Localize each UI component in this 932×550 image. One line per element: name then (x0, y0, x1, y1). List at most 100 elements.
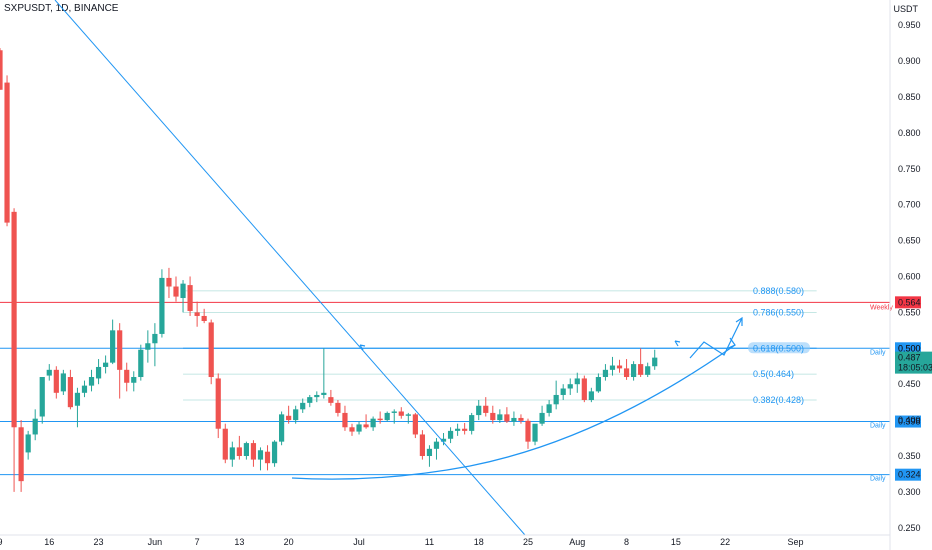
level-tag-0.324: Daily (870, 476, 886, 483)
candle-body (11, 211, 17, 428)
x-tick-label: 20 (284, 537, 294, 547)
candle-body (433, 441, 440, 449)
level-tag-0.398: Daily (870, 423, 886, 430)
candle-body (469, 415, 475, 431)
candle-body (553, 394, 559, 405)
symbol-title: SXPUSDT, 1D, BINANCE (4, 3, 119, 14)
candle-body (187, 285, 193, 311)
x-tick-label: Aug (569, 537, 585, 547)
x-tick-label: Sep (788, 537, 804, 547)
candle-body (398, 411, 404, 416)
candle-body (152, 333, 158, 344)
candle-body (652, 357, 658, 367)
candle-body (279, 414, 285, 442)
candle-body (462, 428, 468, 431)
candle-body (391, 411, 397, 413)
fib-label-0.5: 0.5(0.464) (753, 369, 794, 379)
candle-body (131, 377, 137, 383)
fib-highlight (748, 342, 810, 354)
level-price-box (895, 342, 921, 355)
level-price-box (895, 415, 921, 428)
candle-body (384, 412, 390, 421)
candle-body (222, 428, 228, 460)
fib-label-0.618: 0.618(0.500) (753, 343, 804, 353)
candle-body (595, 377, 601, 392)
candle-body (419, 434, 425, 457)
candle-body (631, 364, 637, 378)
x-tick-label: 16 (44, 537, 54, 547)
time-axis[interactable]: 9 16 23 Jun 7 13 20 Jul 11 18 25 Aug 8 15 22 Sep (0, 534, 890, 547)
candle-body (250, 443, 257, 460)
candle-body (166, 277, 172, 287)
candlestick-series (0, 48, 658, 492)
candle-body (286, 415, 292, 421)
current-price-value: 0.487 (898, 353, 921, 363)
candle-body (74, 392, 81, 406)
candle-body (159, 277, 165, 334)
candle-body (328, 397, 334, 403)
candle-body (546, 404, 552, 413)
price-axis[interactable]: 0.250 0.300 0.350 0.400 0.450 0.500 0.550 0.600… (889, 0, 932, 550)
x-tick-label: 25 (523, 537, 533, 547)
candle-body (145, 343, 151, 350)
horizontal-levels: Weekly 0.564 Daily 0.500 Daily 0.398 Daily 0.32… (0, 296, 921, 483)
level-price-box (895, 468, 921, 481)
candle-body (532, 423, 538, 442)
candle-body (215, 378, 221, 429)
current-price-countdown: 18:05:03 (898, 363, 932, 373)
candle-body (321, 392, 327, 395)
projection-path (689, 317, 743, 359)
fib-label-0.786: 0.786(0.550) (753, 307, 804, 317)
candle-body (588, 391, 594, 400)
x-tick-label: Jul (353, 537, 365, 547)
candle-body (426, 448, 433, 457)
candle-body (476, 405, 482, 416)
y-tick-label: 0.650 (898, 236, 921, 246)
candle-body (483, 405, 489, 413)
candle-body (271, 441, 278, 464)
fib-label-0.382: 0.382(0.428) (753, 395, 804, 405)
candle-body (412, 414, 418, 435)
level-price-label-0.324: 0.324 (898, 470, 921, 480)
level-price-label-0.398: 0.398 (898, 417, 921, 427)
candle-body (455, 428, 461, 431)
candle-body (581, 378, 587, 400)
candle-body (95, 366, 102, 379)
candle-body (645, 366, 651, 375)
candle-body (46, 369, 52, 376)
y-tick-label: 0.300 (898, 487, 921, 497)
candle-body (53, 369, 59, 393)
candle-body (0, 50, 3, 90)
candle-body (229, 447, 235, 460)
candle-body (609, 365, 616, 370)
candle-body (124, 369, 130, 383)
candle-body (67, 377, 73, 408)
currency-label: USDT (893, 4, 919, 14)
candle-body (497, 414, 503, 421)
candle-body (194, 312, 200, 316)
y-tick-label: 0.700 (898, 200, 921, 210)
candle-body (405, 414, 411, 416)
candle-body (173, 286, 179, 297)
candle-body (81, 385, 88, 393)
fibonacci-retracement: 0.888(0.580) 0.786(0.550) 0.618(0.500) 0.5(… (183, 286, 817, 405)
candle-body (110, 330, 116, 363)
flag-marker-icon (674, 340, 681, 347)
x-tick-label: 9 (0, 537, 3, 547)
candle-body (264, 451, 271, 464)
y-tick-label: 0.550 (898, 307, 921, 317)
level-tag-0.500: Daily (870, 349, 886, 356)
x-tick-label: 22 (720, 537, 730, 547)
y-tick-label: 0.750 (898, 164, 921, 174)
candle-body (335, 402, 341, 413)
candle-body (370, 418, 376, 428)
y-tick-label: 0.850 (898, 92, 921, 102)
candle-body (117, 330, 123, 370)
candle-body (180, 283, 186, 299)
y-tick-label: 0.800 (898, 128, 921, 138)
candle-body (257, 450, 264, 460)
x-tick-label: 13 (234, 537, 244, 547)
level-tag-0.564: Weekly (870, 304, 893, 311)
level-price-label-0.564: 0.564 (898, 297, 921, 307)
